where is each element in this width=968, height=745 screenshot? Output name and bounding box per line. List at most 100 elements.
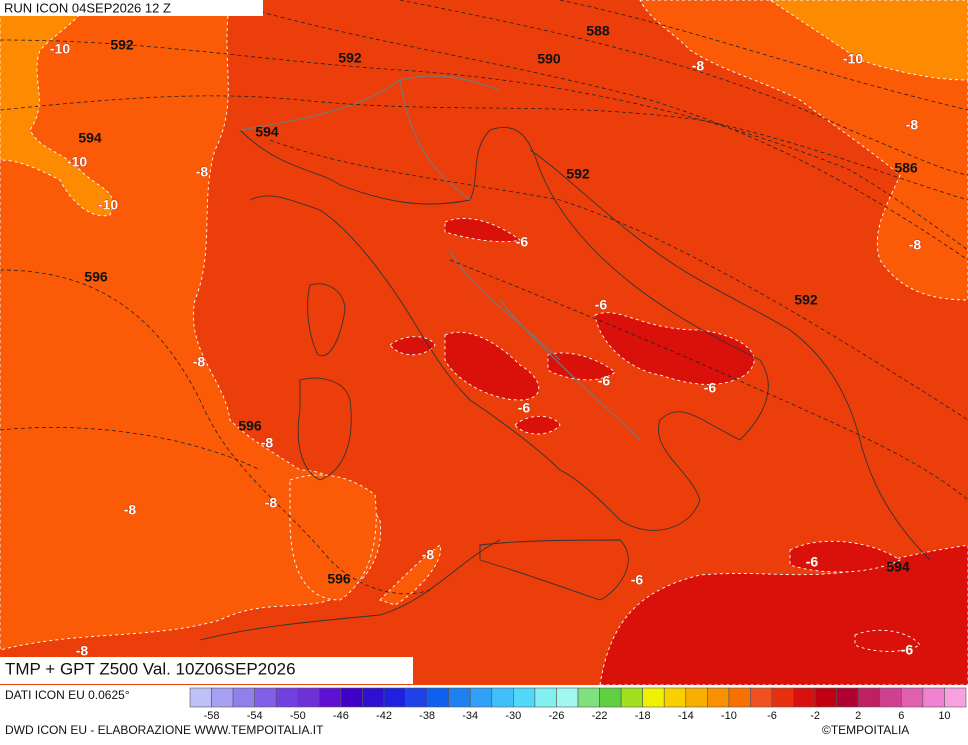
- coastline-italy: [239, 126, 769, 531]
- colorbar-swatch: [232, 687, 255, 708]
- temperature-label: -8: [692, 58, 705, 74]
- geopotential-label: 586: [894, 160, 918, 176]
- colorbar-swatch: [620, 687, 643, 708]
- geopotential-contour: [269, 139, 968, 421]
- run-label: RUN ICON 04SEP2026 12 Z: [4, 0, 171, 15]
- warm-region-ionian: [854, 629, 921, 652]
- colorbar-label: -42: [376, 710, 392, 722]
- cold-region-south: [379, 544, 442, 606]
- colorbar-label: -22: [592, 710, 608, 722]
- temperature-label: -8: [906, 117, 919, 133]
- colorbar-label: -2: [810, 710, 820, 722]
- very-cold-region-northeast: [769, 0, 968, 81]
- very-cold-region-northwest: [0, 0, 114, 217]
- colorbar-swatch: [922, 687, 945, 708]
- colorbar-label: -50: [290, 710, 306, 722]
- title-box: [0, 657, 413, 684]
- colorbar-swatch: [189, 687, 212, 708]
- colorbar-label: -6: [767, 710, 777, 722]
- colorbar-label: 10: [938, 710, 950, 722]
- colorbar-swatch: [814, 687, 837, 708]
- geopotential-contour: [0, 426, 261, 471]
- coastline-sicily: [479, 539, 629, 601]
- colorbar-swatch: [297, 687, 320, 708]
- colorbar-swatch: [879, 687, 902, 708]
- colorbar-swatch: [793, 687, 816, 708]
- warm-region-south-tyrrhenian: [514, 415, 561, 435]
- geopotential-label: 594: [886, 559, 910, 575]
- geopotential-label: 594: [78, 130, 102, 146]
- colorbar-swatch: [426, 687, 449, 708]
- temperature-label: -8: [196, 164, 209, 180]
- cold-region-west: [0, 0, 382, 651]
- temperature-label: -6: [595, 297, 608, 313]
- warm-region-campania: [547, 352, 616, 381]
- temperature-label: -8: [422, 547, 435, 563]
- colorbar-swatch: [362, 687, 385, 708]
- colorbar-swatch: [836, 687, 859, 708]
- colorbar-swatch: [275, 687, 299, 708]
- colorbar-swatch: [771, 687, 794, 708]
- geopotential-label: 592: [794, 292, 818, 308]
- warm-region-marche: [444, 218, 522, 243]
- temperature-label: -8: [76, 643, 89, 659]
- colorbar-swatch: [707, 687, 730, 708]
- geopotential-contour: [0, 269, 431, 595]
- colorbar-label: -18: [635, 710, 651, 722]
- colorbar-swatch: [728, 687, 751, 708]
- temperature-label: -8: [124, 502, 137, 518]
- geopotential-contour: [449, 259, 968, 501]
- temperature-label: -6: [631, 572, 644, 588]
- colorbar-swatch: [577, 687, 600, 708]
- cold-region-northeast: [639, 0, 968, 301]
- credit-label: DWD ICON EU - ELABORAZIONE WWW.TEMPOITAL…: [5, 723, 324, 737]
- colorbar-swatch: [663, 687, 687, 708]
- temperature-label: -6: [516, 234, 529, 250]
- colorbar-swatch: [901, 687, 924, 708]
- colorbar-swatch: [556, 687, 579, 708]
- colorbar-swatch: [857, 687, 881, 708]
- colorbar-label: -14: [678, 710, 694, 722]
- geopotential-contour: [559, 0, 968, 111]
- colorbar-swatch: [750, 687, 773, 708]
- warm-region-adriatic: [594, 312, 755, 385]
- colorbar-label: 2: [855, 710, 861, 722]
- map-title: TMP + GPT Z500 Val. 10Z06SEP2026: [5, 659, 296, 678]
- temperature-label: -10: [843, 51, 863, 67]
- header-box: [0, 0, 263, 16]
- colorbar-swatch: [211, 687, 234, 708]
- warm-region-southeast-2: [789, 540, 901, 573]
- temperature-label: -6: [704, 380, 717, 396]
- temperature-label: -8: [265, 495, 278, 511]
- geopotential-label: 596: [327, 571, 351, 587]
- colorbar-swatch: [491, 687, 514, 708]
- cold-region-sardinia: [289, 474, 377, 601]
- temperature-label: -8: [193, 354, 206, 370]
- colorbar-swatch: [469, 687, 493, 708]
- geopotential-label: 596: [84, 269, 108, 285]
- colorbar: -58 -54 -50 -46 -42 -38 -34 -30 -26 -22 -18 -14 -10-…: [189, 687, 967, 722]
- coastline-north-africa: [199, 539, 501, 641]
- geopotential-label: 588: [586, 23, 610, 39]
- colorbar-label: -30: [505, 710, 521, 722]
- colorbar-label: -10: [721, 710, 737, 722]
- coastline-balkans: [529, 149, 931, 561]
- geopotential-label: 592: [338, 50, 362, 66]
- colorbar-label: -46: [333, 710, 349, 722]
- temperature-label: -8: [909, 237, 922, 253]
- coastline-corsica: [307, 283, 346, 357]
- copyright-label: ©TEMPOITALIA: [822, 723, 909, 737]
- contour-labels: -10 -10 -10 -8 -6 -8 -10 -8 -8 -6 -8 -6 -6 -6 -8 -8 -8 -8…: [49, 23, 922, 660]
- geopotential-contour: [219, 0, 968, 261]
- geopotential-label: 590: [537, 51, 561, 67]
- colorbar-label: -34: [462, 710, 478, 722]
- temperature-label: -10: [67, 154, 87, 170]
- colorbar-swatch: [319, 687, 342, 708]
- coastline-sardinia: [297, 377, 352, 481]
- colorbar-swatch: [340, 687, 363, 708]
- colorbar-swatch: [448, 687, 471, 708]
- colorbar-label: -58: [204, 710, 220, 722]
- border-lines: [239, 75, 641, 441]
- colorbar-swatch: [254, 687, 277, 708]
